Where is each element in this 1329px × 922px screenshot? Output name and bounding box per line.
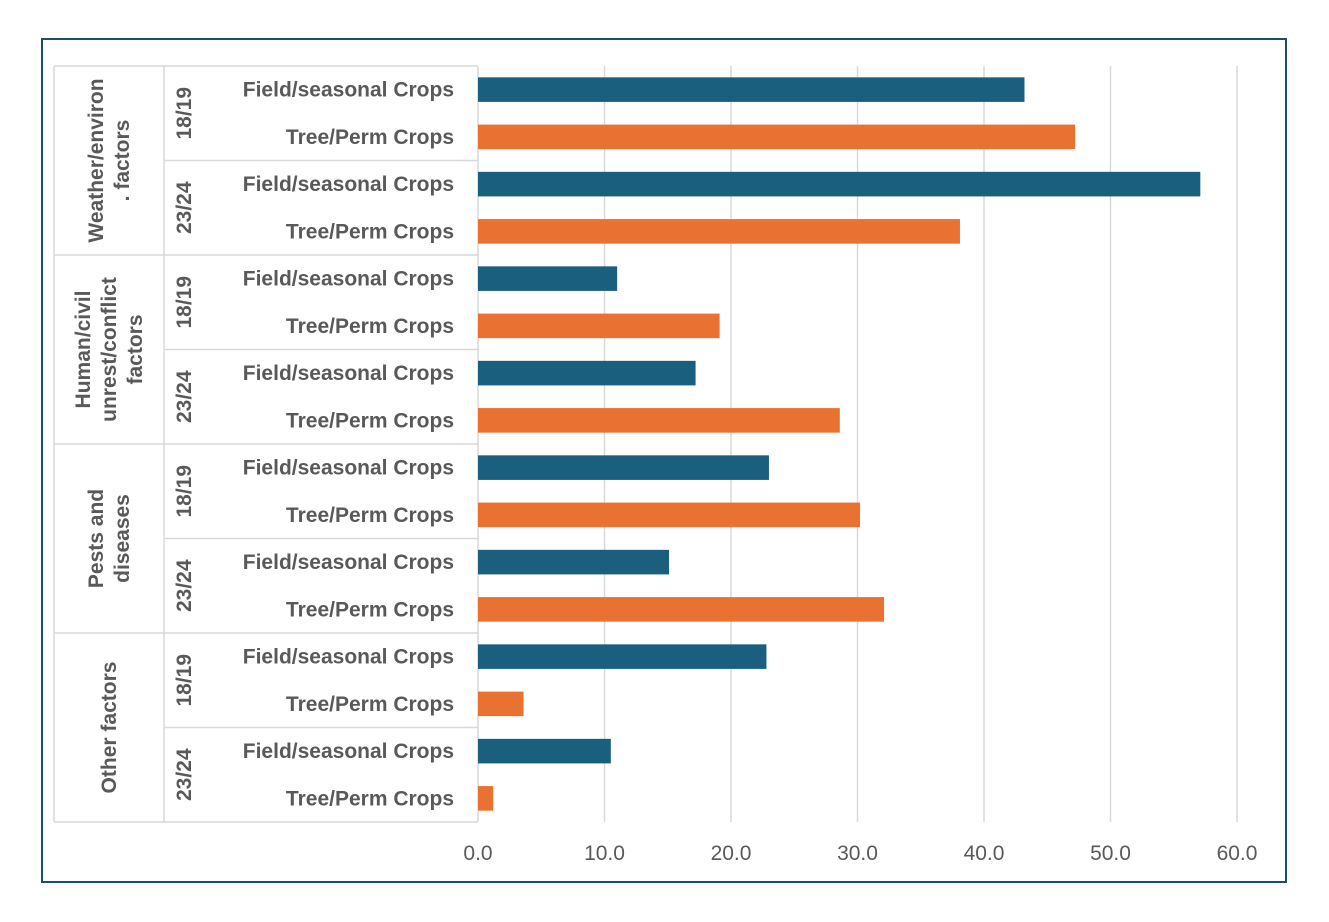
bar-field-seasonal-crops <box>478 171 1201 197</box>
category-label: Tree/Perm Crops <box>286 126 454 149</box>
group-label-line: Weather/environ <box>85 78 108 242</box>
category-label: Tree/Perm Crops <box>286 220 454 243</box>
period-label: 23/24 <box>173 181 196 234</box>
group-label: Pests and diseases <box>85 489 134 588</box>
bar-tree-perm-crops <box>478 502 861 528</box>
x-tick-label: 30.0 <box>837 842 878 865</box>
bar-tree-perm-crops <box>478 124 1076 150</box>
category-label: Field/seasonal Crops <box>243 457 454 480</box>
group-label-line: Other factors <box>98 662 121 794</box>
x-tick-label: 50.0 <box>1090 842 1131 865</box>
category-label: Tree/Perm Crops <box>286 598 454 621</box>
bar-field-seasonal-crops <box>478 360 696 386</box>
category-label: Tree/Perm Crops <box>286 504 454 527</box>
group-label-line: Human/civil <box>72 291 95 409</box>
bar-tree-perm-crops <box>478 786 494 811</box>
category-label: Field/seasonal Crops <box>243 362 454 385</box>
category-label: Field/seasonal Crops <box>243 173 454 196</box>
bar-field-seasonal-crops <box>478 549 670 575</box>
category-label: Tree/Perm Crops <box>286 409 454 432</box>
period-label: 18/19 <box>173 87 196 140</box>
category-label: Field/seasonal Crops <box>243 268 454 291</box>
category-label: Tree/Perm Crops <box>286 315 454 338</box>
bars <box>478 77 1201 811</box>
x-tick-label: 60.0 <box>1217 842 1258 865</box>
bar-field-seasonal-crops <box>478 266 618 291</box>
group-label-line: . factors <box>111 120 134 202</box>
bar-field-seasonal-crops <box>478 455 769 480</box>
category-label: Field/seasonal Crops <box>243 646 454 669</box>
period-label: 23/24 <box>173 559 196 612</box>
group-label: Human/civil unrest/conflict factors <box>72 277 147 422</box>
category-label: Tree/Perm Crops <box>286 787 454 810</box>
bar-field-seasonal-crops <box>478 77 1025 102</box>
group-label-line: unrest/conflict <box>98 277 121 422</box>
period-label: 18/19 <box>173 465 196 518</box>
x-tick-label: 10.0 <box>584 842 625 865</box>
x-tick-label: 20.0 <box>711 842 752 865</box>
bar-tree-perm-crops <box>478 408 840 433</box>
category-label: Tree/Perm Crops <box>286 693 454 716</box>
x-axis-ticks: 0.0 10.0 20.0 30.0 40.0 50.0 60.0 <box>463 842 1257 865</box>
category-label: Field/seasonal Crops <box>243 79 454 102</box>
group-label: Weather/environ. factors <box>85 78 134 242</box>
period-label: 23/24 <box>173 370 196 423</box>
bar-tree-perm-crops <box>478 597 885 622</box>
period-label: 18/19 <box>173 276 196 329</box>
bar-field-seasonal-crops <box>478 644 767 669</box>
bar-tree-perm-crops <box>478 313 720 339</box>
period-label: 23/24 <box>173 748 196 801</box>
category-label: Field/seasonal Crops <box>243 740 454 763</box>
bar-tree-perm-crops <box>478 691 524 717</box>
x-tick-label: 0.0 <box>463 842 492 865</box>
group-label-line: diseases <box>111 494 134 583</box>
group-label-line: factors <box>124 314 147 384</box>
chart-frame <box>41 38 1287 883</box>
category-label: Field/seasonal Crops <box>243 551 454 574</box>
category-axis-table <box>53 65 478 823</box>
group-label-line: Pests and <box>85 489 108 588</box>
x-tick-label: 40.0 <box>964 842 1005 865</box>
group-label: Other factors <box>98 662 121 794</box>
bar-field-seasonal-crops <box>478 738 611 764</box>
period-label: 18/19 <box>173 654 196 707</box>
category-labels: Weather/environ. factors 18/19 23/24 Human/… <box>72 78 454 810</box>
bar-tree-perm-crops <box>478 219 960 244</box>
